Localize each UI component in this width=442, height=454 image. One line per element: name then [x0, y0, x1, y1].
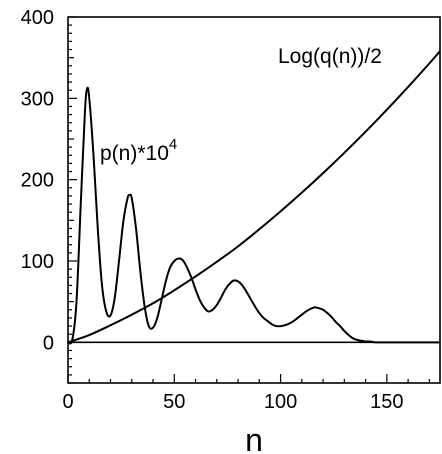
- y-tick-label: 400: [21, 7, 54, 29]
- y-tick-label: 0: [43, 332, 54, 354]
- x-tick-label: 50: [163, 391, 185, 413]
- axes-layer: 0 100 200 300 400 0 50 100 150: [21, 7, 430, 413]
- q-series-label: Log(q(n))/2: [278, 45, 382, 68]
- plot-frame: [67, 16, 441, 384]
- series-layer: [67, 50, 441, 345]
- q-series-line: [67, 50, 441, 344]
- y-tick-label: 200: [21, 170, 54, 192]
- x-tick-label: 150: [370, 391, 403, 413]
- y-tick-label: 300: [21, 88, 54, 110]
- p-series-label: p(n)*104: [100, 136, 177, 165]
- x-tick-label: 0: [62, 391, 73, 413]
- plot-area: [67, 16, 441, 384]
- x-axis-title: n: [245, 422, 263, 454]
- p-series-line: [67, 86, 440, 345]
- y-tick-label: 100: [21, 251, 54, 273]
- x-tick-label: 100: [264, 391, 297, 413]
